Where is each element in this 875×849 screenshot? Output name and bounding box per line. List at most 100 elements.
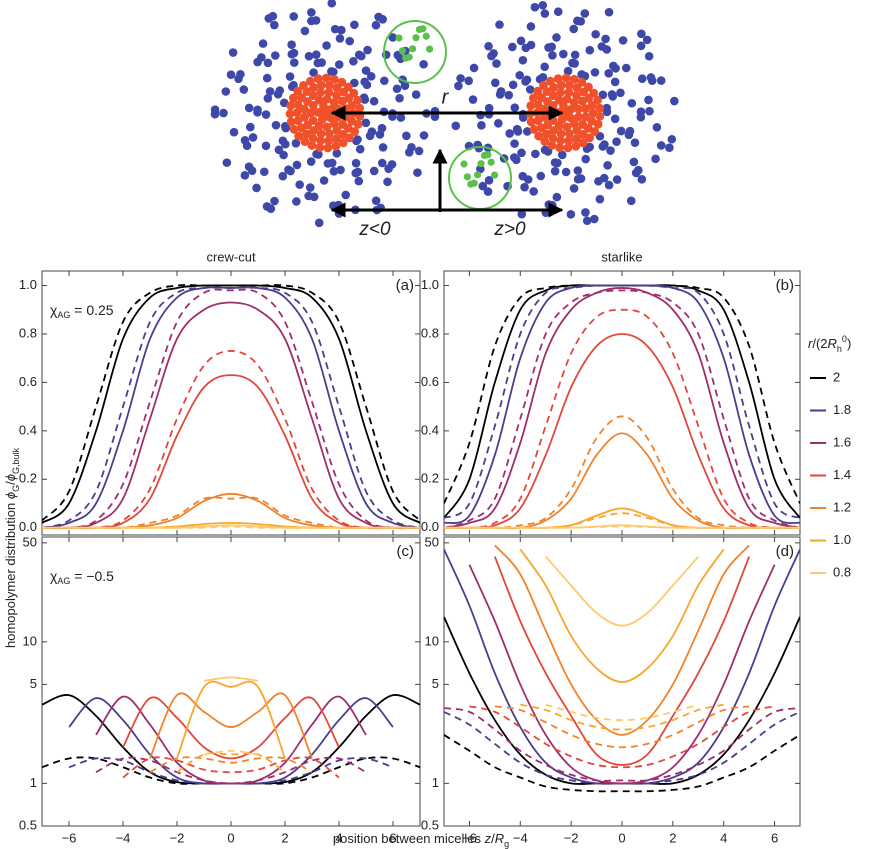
core-bead — [578, 129, 588, 139]
legend-label: 1.4 — [833, 467, 851, 482]
core-bead — [563, 143, 573, 153]
core-bead — [540, 137, 550, 146]
corona-bead — [552, 192, 562, 202]
core-bead — [350, 127, 360, 136]
corona-bead — [360, 95, 370, 104]
core-bead — [329, 74, 339, 84]
corona-bead — [530, 2, 540, 12]
corona-bead — [637, 29, 646, 39]
label-part: AG — [57, 576, 70, 586]
corona-bead — [618, 36, 628, 45]
x-tick-label: −2 — [564, 830, 579, 845]
dashed-line — [444, 284, 800, 519]
legend-label: 1.0 — [833, 532, 851, 547]
corona-bead — [468, 95, 478, 104]
corona-bead — [279, 98, 289, 108]
corona-bead — [332, 149, 342, 158]
corona-bead — [627, 98, 637, 108]
label-part: g — [504, 839, 509, 849]
dashed-line — [203, 749, 259, 756]
corona-bead — [239, 85, 249, 94]
corona-bead — [665, 143, 674, 152]
core-bead — [590, 127, 600, 136]
corona-bead — [582, 216, 592, 226]
homopolymer-bead — [491, 171, 499, 179]
homopolymer-bead — [460, 160, 468, 168]
r-label: r — [442, 86, 450, 108]
corona-bead — [484, 103, 494, 113]
y-tick-label: 0.6 — [421, 374, 439, 389]
homopolymer-bead — [395, 34, 403, 42]
corona-bead — [371, 20, 381, 30]
corona-bead — [369, 96, 379, 106]
corona-bead — [604, 180, 614, 190]
homopolymer-bead — [426, 45, 434, 53]
corona-bead — [366, 71, 376, 81]
corona-bead — [361, 118, 371, 128]
core-bead — [332, 125, 342, 135]
dashed-line — [444, 308, 800, 529]
corona-bead — [327, 0, 337, 8]
core-bead — [307, 141, 317, 150]
corona-bead — [573, 174, 583, 184]
core-bead — [584, 82, 593, 92]
corona-bead — [604, 69, 613, 78]
corona-bead — [361, 66, 371, 75]
corona-bead — [419, 59, 428, 69]
corona-bead — [311, 50, 321, 59]
corona-bead — [637, 175, 647, 184]
core-bead — [548, 133, 558, 143]
core-bead — [324, 80, 334, 90]
line — [42, 286, 420, 529]
corona-bead — [454, 81, 463, 91]
corona-bead — [489, 49, 498, 58]
corona-bead — [505, 129, 514, 138]
core-bead — [571, 141, 581, 151]
corona-bead — [244, 162, 254, 171]
annotation: χAG = −0.5 — [50, 568, 114, 587]
corona-bead — [544, 200, 554, 209]
corona-bead — [590, 214, 599, 224]
core-bead — [588, 108, 598, 118]
panel-label: (c) — [397, 543, 415, 560]
corona-bead — [636, 112, 646, 122]
corona-bead — [644, 51, 654, 61]
y-tick-label: 1 — [432, 775, 439, 790]
homopolymer-bead — [422, 32, 430, 40]
core-bead — [324, 129, 334, 138]
core-bead — [569, 98, 579, 107]
corona-bead — [478, 181, 488, 191]
corona-bead — [305, 183, 315, 192]
core-bead — [547, 141, 557, 150]
core-bead — [577, 77, 587, 87]
corona-bead — [508, 42, 517, 52]
corona-bead — [388, 33, 398, 42]
corona-bead — [265, 87, 275, 96]
y-tick-label: 0.8 — [421, 325, 439, 340]
corona-bead — [246, 122, 255, 132]
corona-bead — [291, 138, 301, 148]
corona-bead — [270, 196, 279, 206]
corona-bead — [504, 90, 514, 100]
core-bead — [556, 136, 566, 146]
corona-bead — [576, 17, 586, 26]
corona-bead — [275, 86, 285, 95]
corona-bead — [484, 176, 494, 185]
label-part: G — [11, 485, 21, 492]
corona-bead — [616, 88, 625, 98]
corona-bead — [306, 157, 316, 166]
corona-bead — [667, 134, 677, 144]
panel-label: (d) — [776, 543, 794, 560]
corona-bead — [601, 34, 610, 44]
corona-bead — [510, 139, 519, 148]
y-tick-label: 0.0 — [19, 519, 37, 534]
label-part: χ — [50, 302, 58, 318]
corona-bead — [323, 159, 333, 168]
core-bead — [571, 134, 581, 143]
y-tick-label: 0.4 — [19, 422, 37, 437]
x-tick-label: −6 — [462, 830, 477, 845]
core-bead — [313, 107, 323, 117]
corona-bead — [354, 176, 364, 186]
corona-bead — [400, 81, 410, 90]
corona-bead — [484, 41, 493, 51]
